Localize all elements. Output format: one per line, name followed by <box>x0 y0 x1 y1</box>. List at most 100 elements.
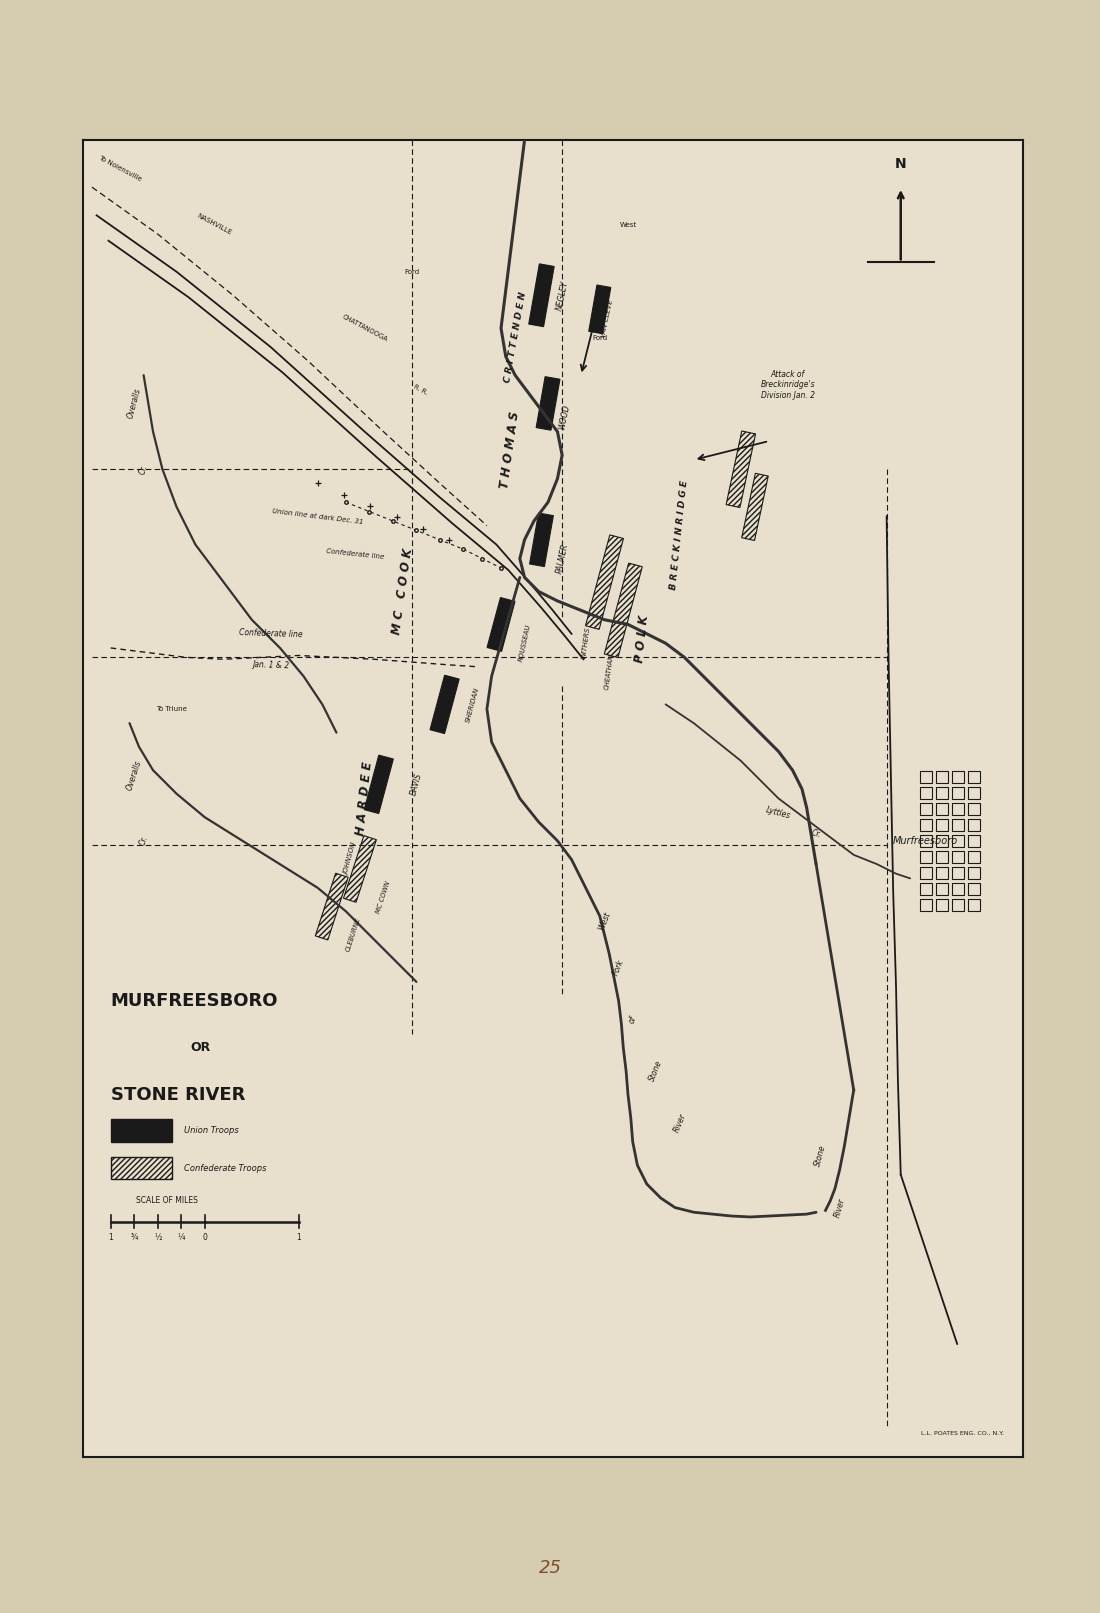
Text: Ford: Ford <box>404 269 419 274</box>
Text: NEGLEY: NEGLEY <box>554 279 570 311</box>
Text: STONE RIVER: STONE RIVER <box>111 1086 245 1103</box>
Text: SHERIDAN: SHERIDAN <box>465 686 481 723</box>
Bar <box>952 882 964 895</box>
Text: M C   C O O K: M C C O O K <box>389 547 415 636</box>
Text: NASHVILLE: NASHVILLE <box>196 213 232 237</box>
Bar <box>968 787 980 800</box>
Text: C R I T T E N D E N: C R I T T E N D E N <box>503 292 528 384</box>
Text: P O L K: P O L K <box>634 615 651 663</box>
Bar <box>536 377 560 431</box>
Bar <box>529 265 554 327</box>
Text: Overalls: Overalls <box>125 387 143 419</box>
Text: Murfreesboro: Murfreesboro <box>893 836 958 845</box>
Bar <box>920 787 932 800</box>
Bar <box>588 286 610 334</box>
Text: Attack of
Breckinridge's
Division Jan. 2: Attack of Breckinridge's Division Jan. 2 <box>760 369 815 400</box>
Bar <box>952 898 964 911</box>
Bar <box>935 787 948 800</box>
Bar <box>935 868 948 879</box>
Bar <box>111 1157 172 1179</box>
Text: VAN CLEVE: VAN CLEVE <box>601 298 614 339</box>
Text: Confederate Troops: Confederate Troops <box>184 1163 266 1173</box>
Text: L.L. POATES ENG. CO., N.Y.: L.L. POATES ENG. CO., N.Y. <box>922 1431 1004 1436</box>
Bar <box>920 882 932 895</box>
Bar <box>430 676 459 734</box>
Text: OR: OR <box>190 1040 211 1055</box>
Text: Union Troops: Union Troops <box>184 1126 239 1136</box>
Text: H A R D E E: H A R D E E <box>354 761 375 836</box>
Text: 1: 1 <box>296 1234 301 1242</box>
Text: 25: 25 <box>539 1558 561 1578</box>
Text: To Nolensville: To Nolensville <box>98 155 143 182</box>
Bar <box>952 852 964 863</box>
Text: SCALE OF MILES: SCALE OF MILES <box>136 1197 198 1205</box>
Text: Confederate line: Confederate line <box>326 548 385 560</box>
Bar <box>935 803 948 815</box>
Bar <box>364 755 394 813</box>
Bar <box>935 771 948 784</box>
Bar <box>968 868 980 879</box>
Bar <box>741 473 768 540</box>
Bar <box>316 873 349 940</box>
Text: Cr.: Cr. <box>138 463 150 476</box>
Bar <box>935 882 948 895</box>
Text: Stone: Stone <box>814 1144 828 1168</box>
Bar <box>968 836 980 847</box>
Text: T H O M A S: T H O M A S <box>498 411 522 490</box>
Text: River: River <box>672 1111 688 1134</box>
Bar <box>952 868 964 879</box>
Text: ¾: ¾ <box>131 1234 138 1242</box>
Bar <box>604 563 642 658</box>
Bar <box>935 836 948 847</box>
Text: CHATTANOOGA: CHATTANOOGA <box>341 313 388 342</box>
Text: CLEBURNE: CLEBURNE <box>345 916 362 953</box>
Bar <box>529 513 553 566</box>
Text: Fork: Fork <box>612 958 626 977</box>
Bar <box>111 1119 172 1142</box>
Text: 0: 0 <box>202 1234 207 1242</box>
Text: Overalls: Overalls <box>125 758 143 790</box>
Bar <box>487 597 515 652</box>
Bar <box>968 771 980 784</box>
Text: West: West <box>619 221 637 227</box>
Bar <box>952 836 964 847</box>
Text: To Triune: To Triune <box>156 706 187 711</box>
Bar <box>968 882 980 895</box>
Text: B R E C K I N R I D G E: B R E C K I N R I D G E <box>670 481 690 590</box>
Bar <box>726 431 756 508</box>
Bar <box>920 898 932 911</box>
Bar <box>952 819 964 831</box>
Text: ¼: ¼ <box>177 1234 185 1242</box>
Bar <box>952 803 964 815</box>
Bar <box>952 771 964 784</box>
Text: PALMER: PALMER <box>554 542 570 574</box>
Text: ½: ½ <box>154 1234 162 1242</box>
Text: Ford: Ford <box>592 334 607 340</box>
Text: ROUSSEAU: ROUSSEAU <box>518 624 531 663</box>
Bar <box>968 819 980 831</box>
Text: WITHERS: WITHERS <box>581 627 591 660</box>
Text: Jan. 1 & 2: Jan. 1 & 2 <box>252 660 289 669</box>
Text: R. R.: R. R. <box>412 384 429 395</box>
Text: MC COWN: MC COWN <box>375 881 392 915</box>
Bar <box>952 787 964 800</box>
Bar <box>920 836 932 847</box>
Bar <box>920 819 932 831</box>
Text: River: River <box>833 1197 847 1218</box>
Text: Confederate line: Confederate line <box>239 627 302 639</box>
Bar <box>920 868 932 879</box>
Bar <box>585 536 624 629</box>
Text: West: West <box>596 910 613 931</box>
Bar <box>968 898 980 911</box>
Text: MURFREESBORO: MURFREESBORO <box>111 992 278 1010</box>
Text: 1: 1 <box>108 1234 113 1242</box>
Text: of: of <box>627 1015 638 1024</box>
Text: Lyttles: Lyttles <box>766 805 792 819</box>
Text: CHEATHAM: CHEATHAM <box>604 653 615 690</box>
Bar <box>935 852 948 863</box>
Text: DAVIS: DAVIS <box>409 773 424 797</box>
Text: JOHNSON: JOHNSON <box>343 842 358 876</box>
Bar <box>920 771 932 784</box>
Bar <box>920 852 932 863</box>
Bar <box>343 836 376 902</box>
